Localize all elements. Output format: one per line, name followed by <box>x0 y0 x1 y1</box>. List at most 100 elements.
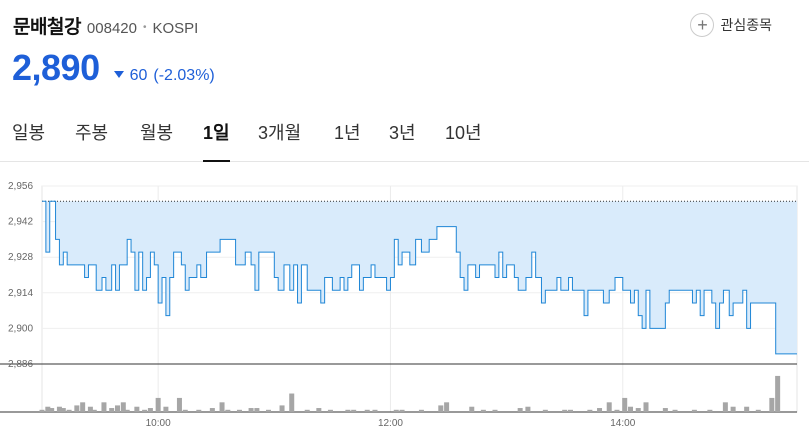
tab-daily[interactable]: 일봉 <box>12 123 46 143</box>
price-change: 60 (-2.03%) <box>113 67 215 85</box>
volume-bar <box>196 409 202 412</box>
volume-bar <box>568 409 573 412</box>
volume-bar <box>635 408 641 412</box>
volume-bar <box>393 409 399 412</box>
volume-bar <box>225 409 231 412</box>
x-tick-label: 10:00 <box>146 418 171 429</box>
volume-bar <box>147 408 153 412</box>
plus-icon: + <box>690 13 715 37</box>
volume-bar <box>364 409 370 412</box>
x-tick-label: 12:00 <box>378 418 403 429</box>
volume-bar <box>562 409 568 412</box>
volume-bar <box>279 405 285 412</box>
volume-bar <box>115 405 120 412</box>
period-tabs: 일봉 주봉 월봉 1일 3개월 1년 3년 10년 <box>0 112 809 162</box>
volume-bar <box>327 409 333 412</box>
y-tick-label: 2,956 <box>8 181 33 192</box>
volume-bar <box>74 405 80 412</box>
tab-monthly[interactable]: 월봉 <box>140 123 174 143</box>
change-amount: 60 <box>129 67 148 84</box>
volume-bar <box>45 406 51 412</box>
volume-bar <box>80 402 86 412</box>
current-price: 2,890 <box>12 47 100 88</box>
volume-bar <box>87 406 93 412</box>
tab-1-day[interactable]: 1일 <box>203 119 230 162</box>
volume-bar <box>775 375 781 412</box>
volume-bar <box>56 406 62 412</box>
volume-bar <box>109 408 115 412</box>
tab-3-years[interactable]: 3년 <box>389 123 416 143</box>
volume-bar <box>744 406 750 412</box>
price-summary: 2,890 60 (-2.03%) <box>12 47 215 89</box>
volume-bar <box>304 409 310 412</box>
volume-bar <box>597 408 603 412</box>
y-axis-labels: 2,956 2,942 2,928 2,914 2,900 2,886 <box>8 181 33 370</box>
volume-bar <box>236 409 242 412</box>
volume-bar <box>418 409 424 412</box>
volume-bar <box>614 409 620 412</box>
volume-bar <box>316 408 322 412</box>
tab-1-year[interactable]: 1년 <box>334 123 361 143</box>
volume-bar <box>155 397 161 412</box>
volume-bar <box>480 409 486 412</box>
volume-bar <box>525 406 531 412</box>
volume-bar <box>622 397 628 412</box>
x-tick-label: 14:00 <box>610 418 635 429</box>
stock-header: 문배철강 008420 • KOSPI <box>13 12 198 38</box>
volume-bar <box>438 405 444 412</box>
stock-name: 문배철강 <box>13 17 81 38</box>
volume-bar <box>209 408 215 412</box>
change-percent: (-2.03%) <box>153 67 215 84</box>
volume-bar <box>469 406 475 412</box>
volume-bar <box>730 406 736 412</box>
volume-bar <box>444 402 450 412</box>
intraday-price-chart[interactable]: 2,956 2,942 2,928 2,914 2,900 2,886 10:00 12:0… <box>0 172 809 439</box>
market-label: KOSPI <box>152 20 199 37</box>
volume-bar <box>662 408 668 412</box>
add-favorite-button[interactable]: + 관심종목 <box>690 13 772 37</box>
volume-bar <box>182 409 188 412</box>
y-tick-label: 2,914 <box>8 288 33 299</box>
volume-bar <box>755 409 761 412</box>
favorite-label: 관심종목 <box>720 17 772 33</box>
volume-bar <box>120 402 126 412</box>
volume-bar <box>769 397 775 412</box>
volume-bar <box>628 406 634 412</box>
volume-bar <box>91 409 97 412</box>
volume-bar <box>142 409 148 412</box>
volume-bar <box>345 409 351 412</box>
volume-bar <box>606 402 612 412</box>
volume-bar <box>492 409 498 412</box>
volume-bar <box>517 408 523 412</box>
volume-bar <box>219 402 225 412</box>
volume-bar <box>101 402 107 412</box>
volume-bar <box>49 408 55 412</box>
volume-bar <box>124 409 130 412</box>
separator-dot: • <box>142 22 147 33</box>
volume-bar <box>248 408 254 412</box>
volume-bar <box>399 409 405 412</box>
volume-bar <box>351 409 357 412</box>
volume-bar <box>672 409 678 412</box>
y-tick-label: 2,942 <box>8 217 33 228</box>
volume-bar <box>722 402 728 412</box>
tab-10-years[interactable]: 10년 <box>445 123 482 143</box>
volume-bar <box>289 393 295 412</box>
volume-bar <box>163 406 169 412</box>
volume-bar <box>542 409 548 412</box>
y-tick-label: 2,886 <box>8 359 33 370</box>
volume-bar <box>691 409 697 412</box>
volume-bar <box>134 406 140 412</box>
volume-bar <box>372 409 378 412</box>
tab-weekly[interactable]: 주봉 <box>75 123 109 143</box>
volume-bar <box>176 397 182 412</box>
tab-3-months[interactable]: 3개월 <box>258 123 302 143</box>
volume-bars <box>39 375 781 412</box>
volume-bar <box>587 409 593 412</box>
y-tick-label: 2,900 <box>8 323 33 334</box>
price-line <box>42 200 797 355</box>
x-axis-labels: 10:00 12:00 14:00 <box>146 418 636 429</box>
down-arrow-icon <box>113 71 124 78</box>
y-tick-label: 2,928 <box>8 252 33 263</box>
volume-bar <box>707 409 713 412</box>
